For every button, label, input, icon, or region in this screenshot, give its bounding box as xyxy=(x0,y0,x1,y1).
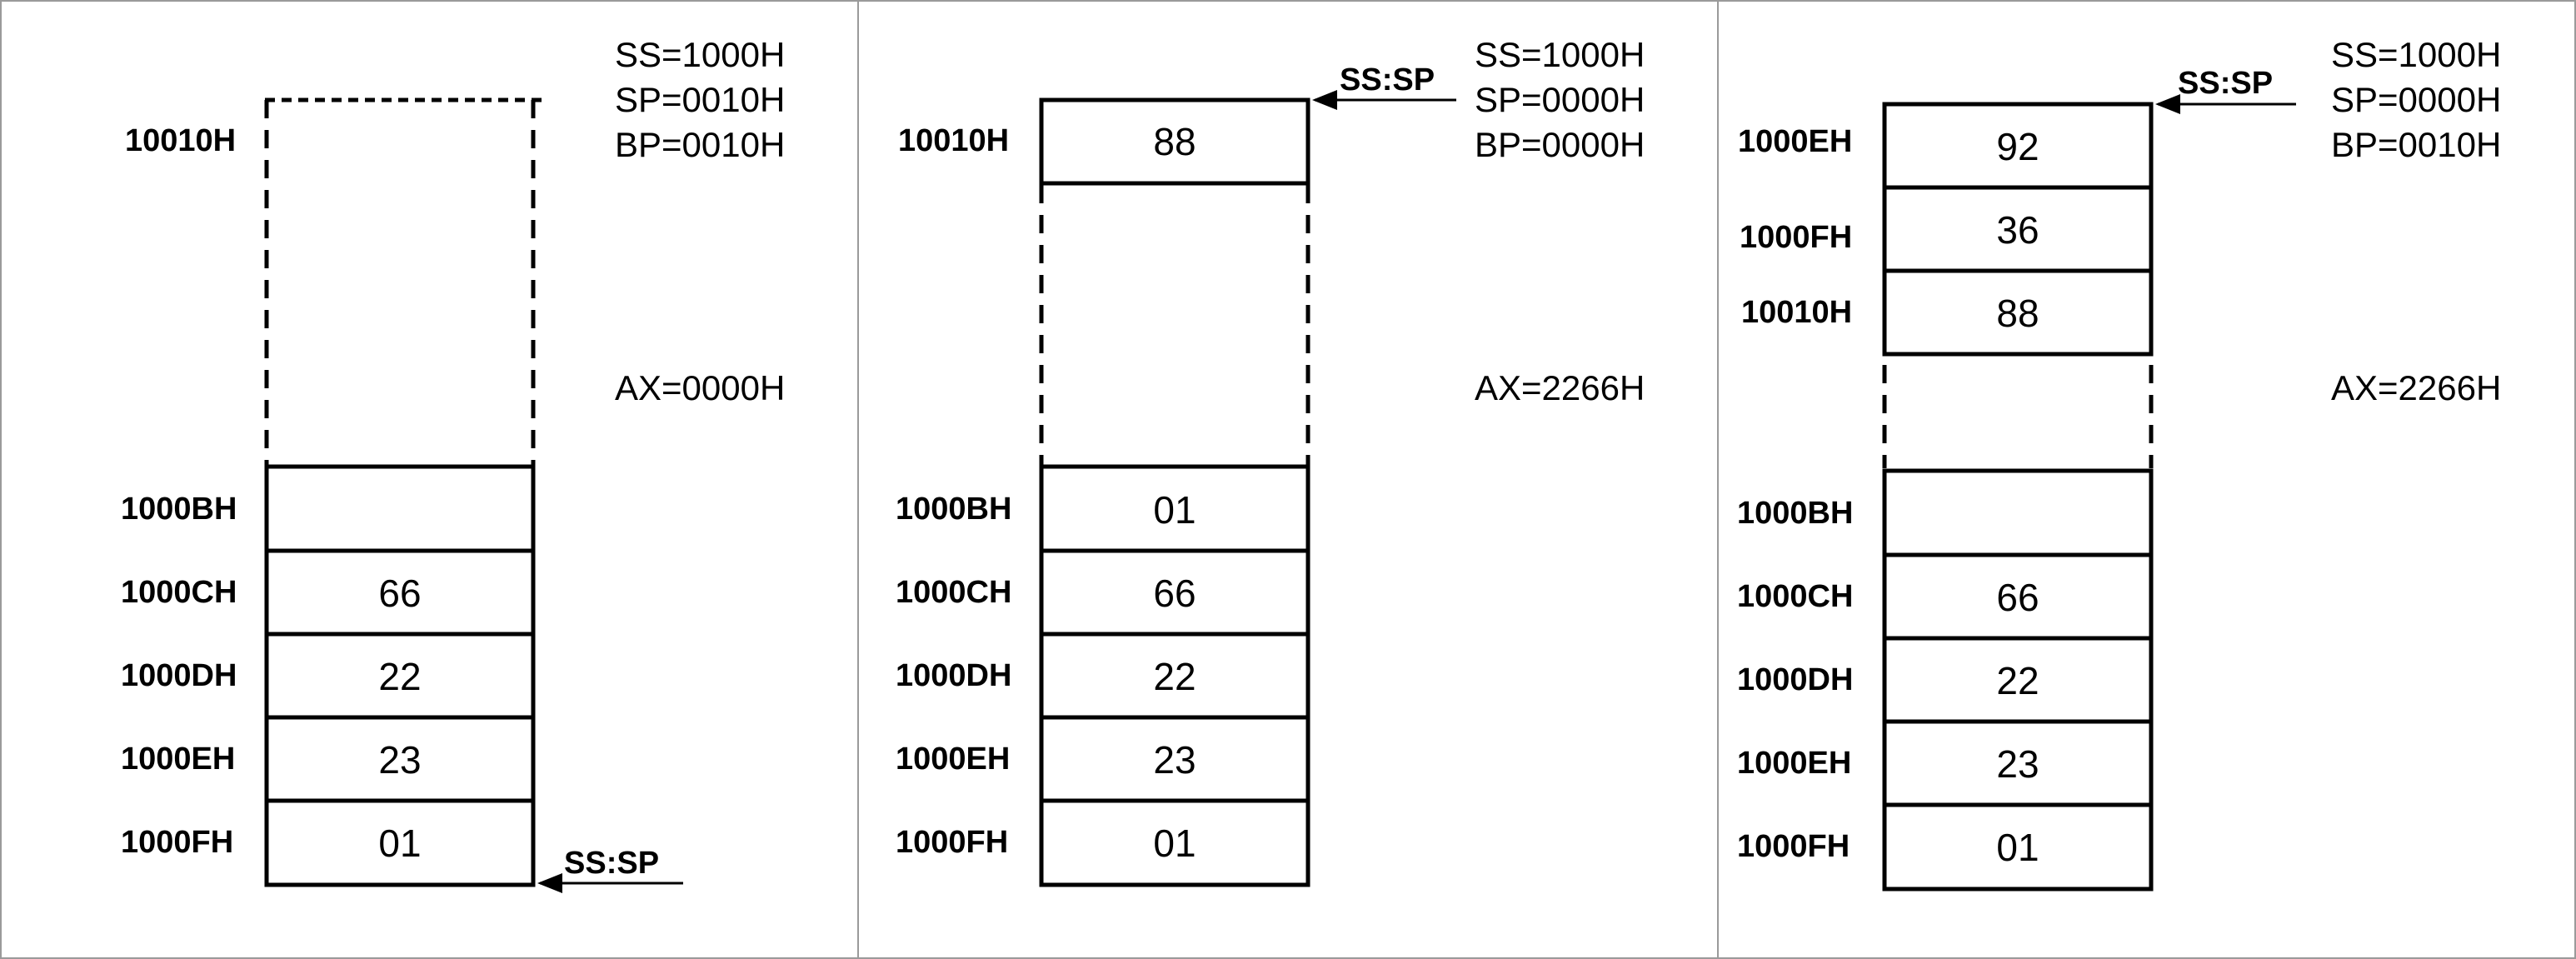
panel-3-cell-address: 1000EH xyxy=(1737,746,1851,781)
panel-1-cell-address: 1000DH xyxy=(121,658,237,693)
panel-1-cell-address: 1000EH xyxy=(121,742,235,777)
panel-3-cell-value: 01 xyxy=(1996,826,2039,869)
panel-1-register-bp: BP=0010H xyxy=(615,125,785,164)
panel-2-cell-address: 1000DH xyxy=(896,658,1011,693)
panel-1-bottom-stack: 1000BH 1000CH 1000DH 1000EH 1000FH 66 22… xyxy=(121,464,536,887)
panel-3-register-bp: BP=0010H xyxy=(2331,125,2501,164)
panel-3-top-cell-address: 1000EH xyxy=(1738,124,1852,159)
panel-2-register-ax: AX=2266H xyxy=(1475,368,1645,407)
panel-1-cell-address: 1000BH xyxy=(121,492,237,527)
panel-2-cell-value: 66 xyxy=(1153,572,1196,615)
panel-1-top-address: 10010H xyxy=(125,123,236,158)
panel-1-register-ax: AX=0000H xyxy=(615,368,785,407)
panel-1-pointer-label: SS:SP xyxy=(564,846,659,881)
panel-3-cell-address: 1000CH xyxy=(1737,579,1853,614)
panel-2-top-value: 88 xyxy=(1153,120,1196,163)
panel-1-cell-value: 01 xyxy=(378,822,421,865)
panel-2-cell-value: 22 xyxy=(1153,655,1196,698)
panel-3-top-stack: 1000EH 1000FH 10010H 92 36 88 xyxy=(1738,102,2154,357)
panel-3-pointer-label: SS:SP xyxy=(2178,66,2273,101)
panel-3-top-cell-address: 1000FH xyxy=(1740,220,1852,255)
panel-1-cell-value: 22 xyxy=(378,655,421,698)
panel-3: 1000EH 1000FH 10010H 92 36 88 SS:SP SS=1… xyxy=(1737,35,2501,892)
panel-3-cell-value: 23 xyxy=(1996,742,2039,786)
panel-2-register-bp: BP=0000H xyxy=(1475,125,1645,164)
panel-2-cell-address: 1000EH xyxy=(896,742,1010,777)
panel-3-stack-outline xyxy=(1882,468,2154,892)
panel-3-cell-address: 1000DH xyxy=(1737,662,1853,697)
panel-3-top-cell-value: 88 xyxy=(1996,292,2039,335)
panel-1-register-sp: SP=0010H xyxy=(615,80,785,119)
panel-3-cell-value: 66 xyxy=(1996,576,2039,619)
panel-2-cell-address: 1000FH xyxy=(896,825,1008,860)
panel-3-top-stack-outline xyxy=(1882,102,2154,357)
panel-2-cell-value: 23 xyxy=(1153,738,1196,782)
panel-2: 10010H 88 SS:SP SS=1000H SP=0000H BP=000… xyxy=(896,35,1645,887)
panel-1-register-ss: SS=1000H xyxy=(615,35,785,74)
panel-1-cell-value: 66 xyxy=(378,572,421,615)
panel-2-bottom-stack: 1000BH 1000CH 1000DH 1000EH 1000FH 01 66… xyxy=(896,464,1310,887)
panel-2-register-ss: SS=1000H xyxy=(1475,35,1645,74)
panel-1: 10010H SS=1000H SP=0010H BP=0010H AX=000… xyxy=(121,35,785,893)
panel-3-cell-address: 1000FH xyxy=(1737,829,1850,864)
panel-2-cell-value: 01 xyxy=(1153,488,1196,532)
panel-2-cell-value: 01 xyxy=(1153,822,1196,865)
panel-3-register-ax: AX=2266H xyxy=(2331,368,2501,407)
panel-3-bottom-stack: 1000BH 1000CH 1000DH 1000EH 1000FH 66 22… xyxy=(1737,468,2154,892)
panel-1-cell-value: 23 xyxy=(378,738,421,782)
panel-2-top-address: 10010H xyxy=(898,123,1009,158)
panel-1-cell-address: 1000CH xyxy=(121,575,237,610)
panel-3-top-cell-value: 92 xyxy=(1996,125,2039,168)
panel-3-cell-value: 22 xyxy=(1996,659,2039,702)
panel-3-register-sp: SP=0000H xyxy=(2331,80,2501,119)
panel-3-cell-address: 1000BH xyxy=(1737,496,1853,531)
panel-2-register-sp: SP=0000H xyxy=(1475,80,1645,119)
panel-2-cell-address: 1000BH xyxy=(896,492,1011,527)
panel-1-cell-address: 1000FH xyxy=(121,825,233,860)
panel-1-stack-outline xyxy=(264,464,536,887)
panel-2-cell-address: 1000CH xyxy=(896,575,1011,610)
panel-3-top-cell-value: 36 xyxy=(1996,208,2039,252)
panel-3-register-ss: SS=1000H xyxy=(2331,35,2501,74)
panel-3-top-cell-address: 10010H xyxy=(1741,295,1852,330)
panel-2-stack-outline xyxy=(1039,464,1310,887)
panel-2-pointer-label: SS:SP xyxy=(1340,62,1435,97)
panel-2-top-cell xyxy=(1039,97,1310,186)
